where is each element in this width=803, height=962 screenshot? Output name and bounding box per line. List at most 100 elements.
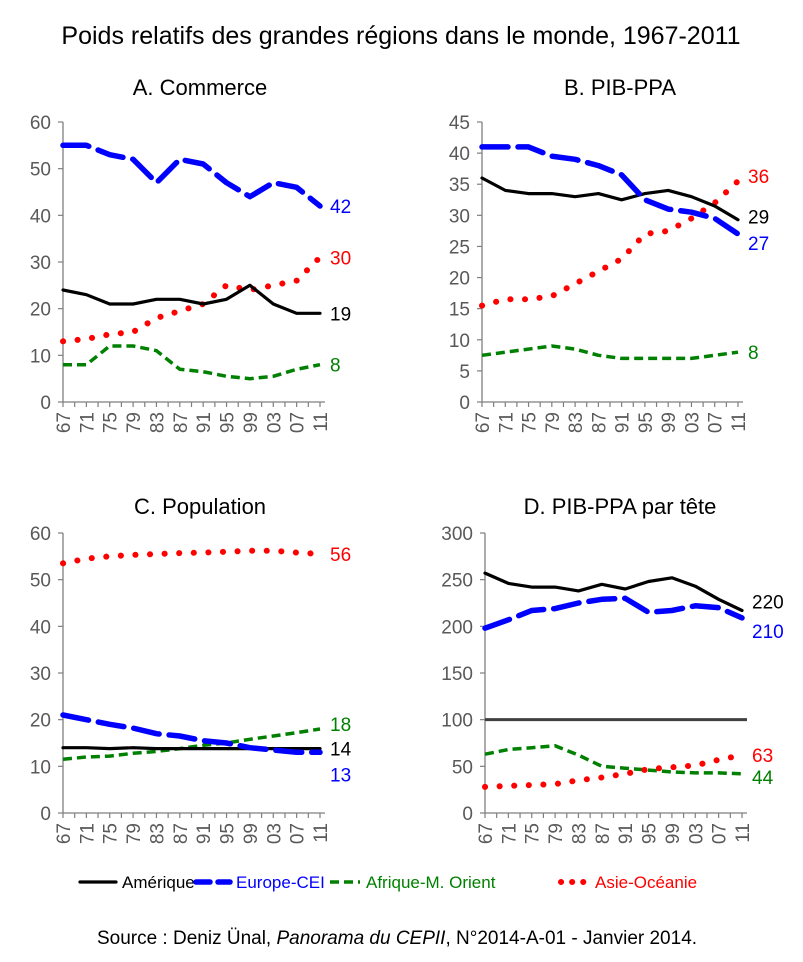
series-line-europe	[482, 147, 738, 234]
x-tick-label: 03	[686, 823, 707, 844]
y-tick-label: 10	[30, 346, 51, 367]
y-tick-label: 50	[30, 160, 51, 181]
x-tick-label: 95	[218, 823, 239, 844]
x-tick-label: 67	[54, 412, 75, 433]
y-tick-label: 0	[40, 393, 51, 414]
end-label-afrique: 8	[330, 356, 341, 377]
y-tick-label: 200	[441, 617, 473, 638]
x-tick-label: 67	[476, 823, 497, 844]
end-label-asie: 63	[752, 746, 773, 767]
y-tick-label: 40	[30, 617, 51, 638]
x-tick-label: 11	[311, 823, 332, 843]
end-label-asie: 56	[330, 545, 351, 566]
x-tick-label: 99	[663, 823, 684, 844]
x-tick-label: 71	[77, 823, 98, 844]
x-tick-label: 91	[616, 823, 637, 844]
end-label-amerique: 220	[752, 592, 784, 613]
x-tick-label: 99	[659, 412, 680, 433]
panel-title: A. Commerce	[133, 75, 267, 100]
x-tick-label: 79	[543, 412, 564, 433]
x-tick-label: 83	[566, 412, 587, 433]
end-label-afrique: 8	[748, 343, 759, 364]
x-tick-label: 87	[593, 823, 614, 844]
end-label-europe: 13	[330, 765, 351, 786]
series-line-europe	[485, 598, 742, 628]
series-line-asie	[63, 551, 320, 564]
end-label-afrique: 44	[752, 768, 774, 789]
x-tick-label: 71	[499, 823, 520, 844]
y-tick-label: 60	[30, 113, 51, 134]
source-publication: Panorama du CEPII	[276, 928, 446, 949]
x-tick-label: 75	[101, 823, 122, 844]
legend-item-asie: Asie-Océanie	[561, 873, 697, 892]
series-line-amerique	[63, 285, 320, 313]
x-tick-label: 11	[729, 412, 750, 432]
x-tick-label: 67	[54, 823, 75, 844]
x-tick-label: 75	[101, 412, 122, 433]
y-tick-label: 0	[462, 804, 473, 825]
y-tick-label: 30	[30, 664, 51, 685]
y-tick-label: 60	[30, 524, 51, 545]
y-tick-label: 300	[441, 524, 473, 545]
x-tick-label: 91	[613, 412, 634, 433]
y-tick-label: 0	[40, 804, 51, 825]
x-tick-label: 79	[124, 823, 145, 844]
y-tick-label: 20	[30, 300, 51, 321]
x-tick-label: 07	[288, 412, 309, 433]
source-suffix: , N°2014-A-01 - Janvier 2014.	[445, 928, 697, 949]
y-tick-label: 100	[441, 711, 473, 732]
x-tick-label: 83	[147, 412, 168, 433]
x-tick-label: 87	[171, 412, 192, 433]
x-tick-label: 07	[710, 823, 731, 844]
legend-label: Asie-Océanie	[595, 873, 697, 892]
panel-title: D. PIB-PPA par tête	[524, 494, 717, 519]
end-label-afrique: 18	[330, 715, 351, 736]
y-tick-label: 40	[449, 144, 470, 165]
y-tick-label: 150	[441, 664, 473, 685]
end-label-asie: 36	[748, 167, 769, 188]
panel-title: C. Population	[134, 494, 266, 519]
series-line-afrique	[482, 346, 738, 358]
legend-label: Afrique-M. Orient	[366, 873, 496, 892]
x-tick-label: 79	[124, 412, 145, 433]
x-tick-label: 03	[682, 412, 703, 433]
x-tick-label: 99	[241, 412, 262, 433]
end-label-amerique: 19	[330, 304, 351, 325]
x-tick-label: 95	[640, 823, 661, 844]
y-tick-label: 25	[449, 237, 470, 258]
x-tick-label: 11	[733, 823, 754, 843]
end-label-asie: 30	[330, 248, 351, 269]
legend-item-afrique: Afrique-M. Orient	[330, 873, 496, 892]
series-line-europe	[63, 145, 320, 206]
legend-label: Europe-CEI	[236, 873, 325, 892]
x-tick-label: 11	[311, 412, 332, 432]
end-label-amerique: 14	[330, 740, 352, 761]
y-tick-label: 35	[449, 175, 470, 196]
y-tick-label: 20	[30, 711, 51, 732]
x-tick-label: 87	[589, 412, 610, 433]
x-tick-label: 71	[77, 412, 98, 433]
x-tick-label: 87	[171, 823, 192, 844]
x-tick-label: 95	[218, 412, 239, 433]
end-label-europe: 42	[330, 197, 351, 218]
y-tick-label: 5	[459, 362, 470, 383]
x-tick-label: 75	[523, 823, 544, 844]
y-tick-label: 30	[449, 206, 470, 227]
x-tick-label: 91	[194, 823, 215, 844]
legend-item-europe: Europe-CEI	[196, 873, 325, 892]
source-prefix: Source : Deniz Ünal,	[97, 928, 277, 949]
y-tick-label: 10	[30, 757, 51, 778]
series-line-afrique	[485, 746, 742, 774]
end-label-europe: 27	[748, 234, 769, 255]
y-tick-label: 40	[30, 206, 51, 227]
y-tick-label: 50	[30, 571, 51, 592]
x-tick-label: 95	[636, 412, 657, 433]
x-tick-label: 83	[569, 823, 590, 844]
